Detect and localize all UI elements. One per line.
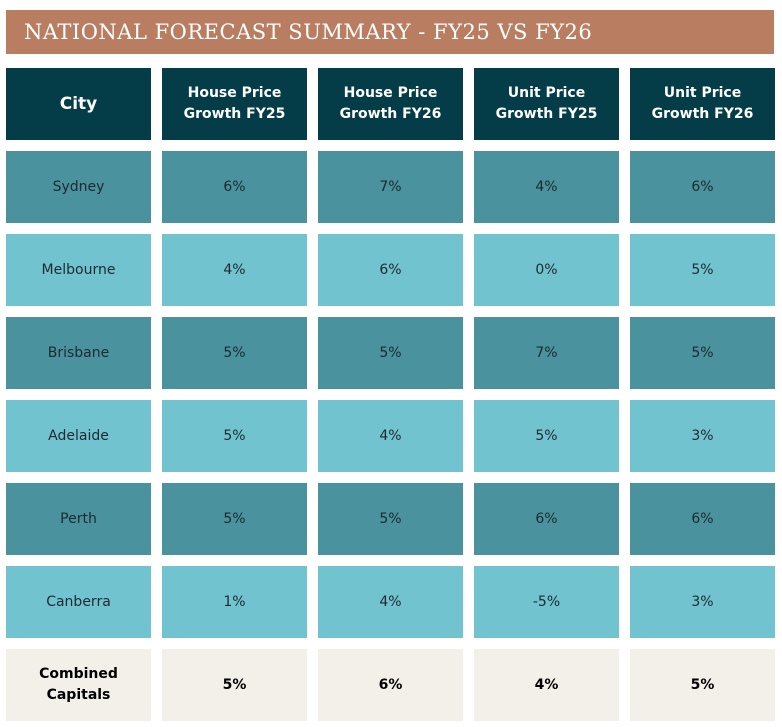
footer-value-cell-text: 4% [534,676,559,693]
city-cell: Melbourne [6,234,151,306]
value-cell-text: 6% [535,511,558,527]
header-cell: House Price Growth FY25 [162,68,307,140]
value-cell-text: 6% [691,179,714,195]
value-cell-text: 7% [379,179,402,195]
value-cell: 6% [630,151,775,223]
value-cell: 5% [630,317,775,389]
footer-value-cell: 5% [162,649,307,721]
value-cell: 3% [630,400,775,472]
value-cell: 5% [318,317,463,389]
city-cell: Adelaide [6,400,151,472]
value-cell-text: 5% [223,511,246,527]
page-title: NATIONAL FORECAST SUMMARY - FY25 VS FY26 [24,20,593,44]
value-cell: 4% [318,400,463,472]
header-cell-text: House Price Growth FY25 [183,85,286,122]
value-cell-text: 5% [691,345,714,361]
value-cell: -5% [474,566,619,638]
value-cell: 7% [474,317,619,389]
footer-value-cell: 6% [318,649,463,721]
footer-label-cell-text: Combined Capitals [39,666,118,703]
city-cell: Sydney [6,151,151,223]
footer-value-cell: 5% [630,649,775,721]
city-cell-text: Melbourne [41,262,116,278]
value-cell: 3% [630,566,775,638]
city-cell-text: Canberra [46,594,111,610]
value-cell-text: 3% [691,594,714,610]
value-cell: 6% [318,234,463,306]
value-cell: 1% [162,566,307,638]
value-cell-text: 6% [691,511,714,527]
value-cell: 5% [474,400,619,472]
value-cell-text: -5% [532,594,561,610]
value-cell: 5% [162,400,307,472]
footer-label-cell: Combined Capitals [6,649,151,721]
header-cell: Unit Price Growth FY25 [474,68,619,140]
header-cell-text: Unit Price Growth FY25 [495,85,598,122]
footer-value-cell-text: 6% [378,676,403,693]
value-cell-text: 3% [691,428,714,444]
value-cell: 5% [318,483,463,555]
city-cell-text: Adelaide [48,428,109,444]
header-cell: Unit Price Growth FY26 [630,68,775,140]
value-cell-text: 5% [535,428,558,444]
city-cell-text: Sydney [52,179,105,195]
value-cell-text: 4% [223,262,246,278]
value-cell: 4% [474,151,619,223]
city-cell-text: Perth [60,511,97,527]
value-cell: 4% [318,566,463,638]
value-cell: 0% [474,234,619,306]
value-cell: 7% [318,151,463,223]
footer-value-cell: 4% [474,649,619,721]
header-cell-text: City [59,93,98,114]
city-cell: Perth [6,483,151,555]
value-cell-text: 5% [379,511,402,527]
value-cell: 5% [630,234,775,306]
city-cell: Canberra [6,566,151,638]
value-cell-text: 0% [535,262,558,278]
city-cell: Brisbane [6,317,151,389]
value-cell: 5% [162,317,307,389]
value-cell-text: 4% [379,428,402,444]
value-cell: 6% [630,483,775,555]
value-cell-text: 5% [379,345,402,361]
value-cell-text: 5% [223,345,246,361]
header-cell: City [6,68,151,140]
footer-value-cell-text: 5% [222,676,247,693]
value-cell-text: 6% [223,179,246,195]
header-cell-text: Unit Price Growth FY26 [651,85,754,122]
header-cell-text: House Price Growth FY26 [339,85,442,122]
header-cell: House Price Growth FY26 [318,68,463,140]
value-cell: 5% [162,483,307,555]
value-cell-text: 5% [691,262,714,278]
value-cell-text: 6% [379,262,402,278]
value-cell-text: 7% [535,345,558,361]
title-banner: NATIONAL FORECAST SUMMARY - FY25 VS FY26 [6,10,774,54]
value-cell-text: 4% [379,594,402,610]
footer-value-cell-text: 5% [690,676,715,693]
value-cell-text: 1% [223,594,246,610]
value-cell: 4% [162,234,307,306]
value-cell-text: 5% [223,428,246,444]
value-cell: 6% [162,151,307,223]
city-cell-text: Brisbane [47,345,110,361]
value-cell: 6% [474,483,619,555]
value-cell-text: 4% [535,179,558,195]
